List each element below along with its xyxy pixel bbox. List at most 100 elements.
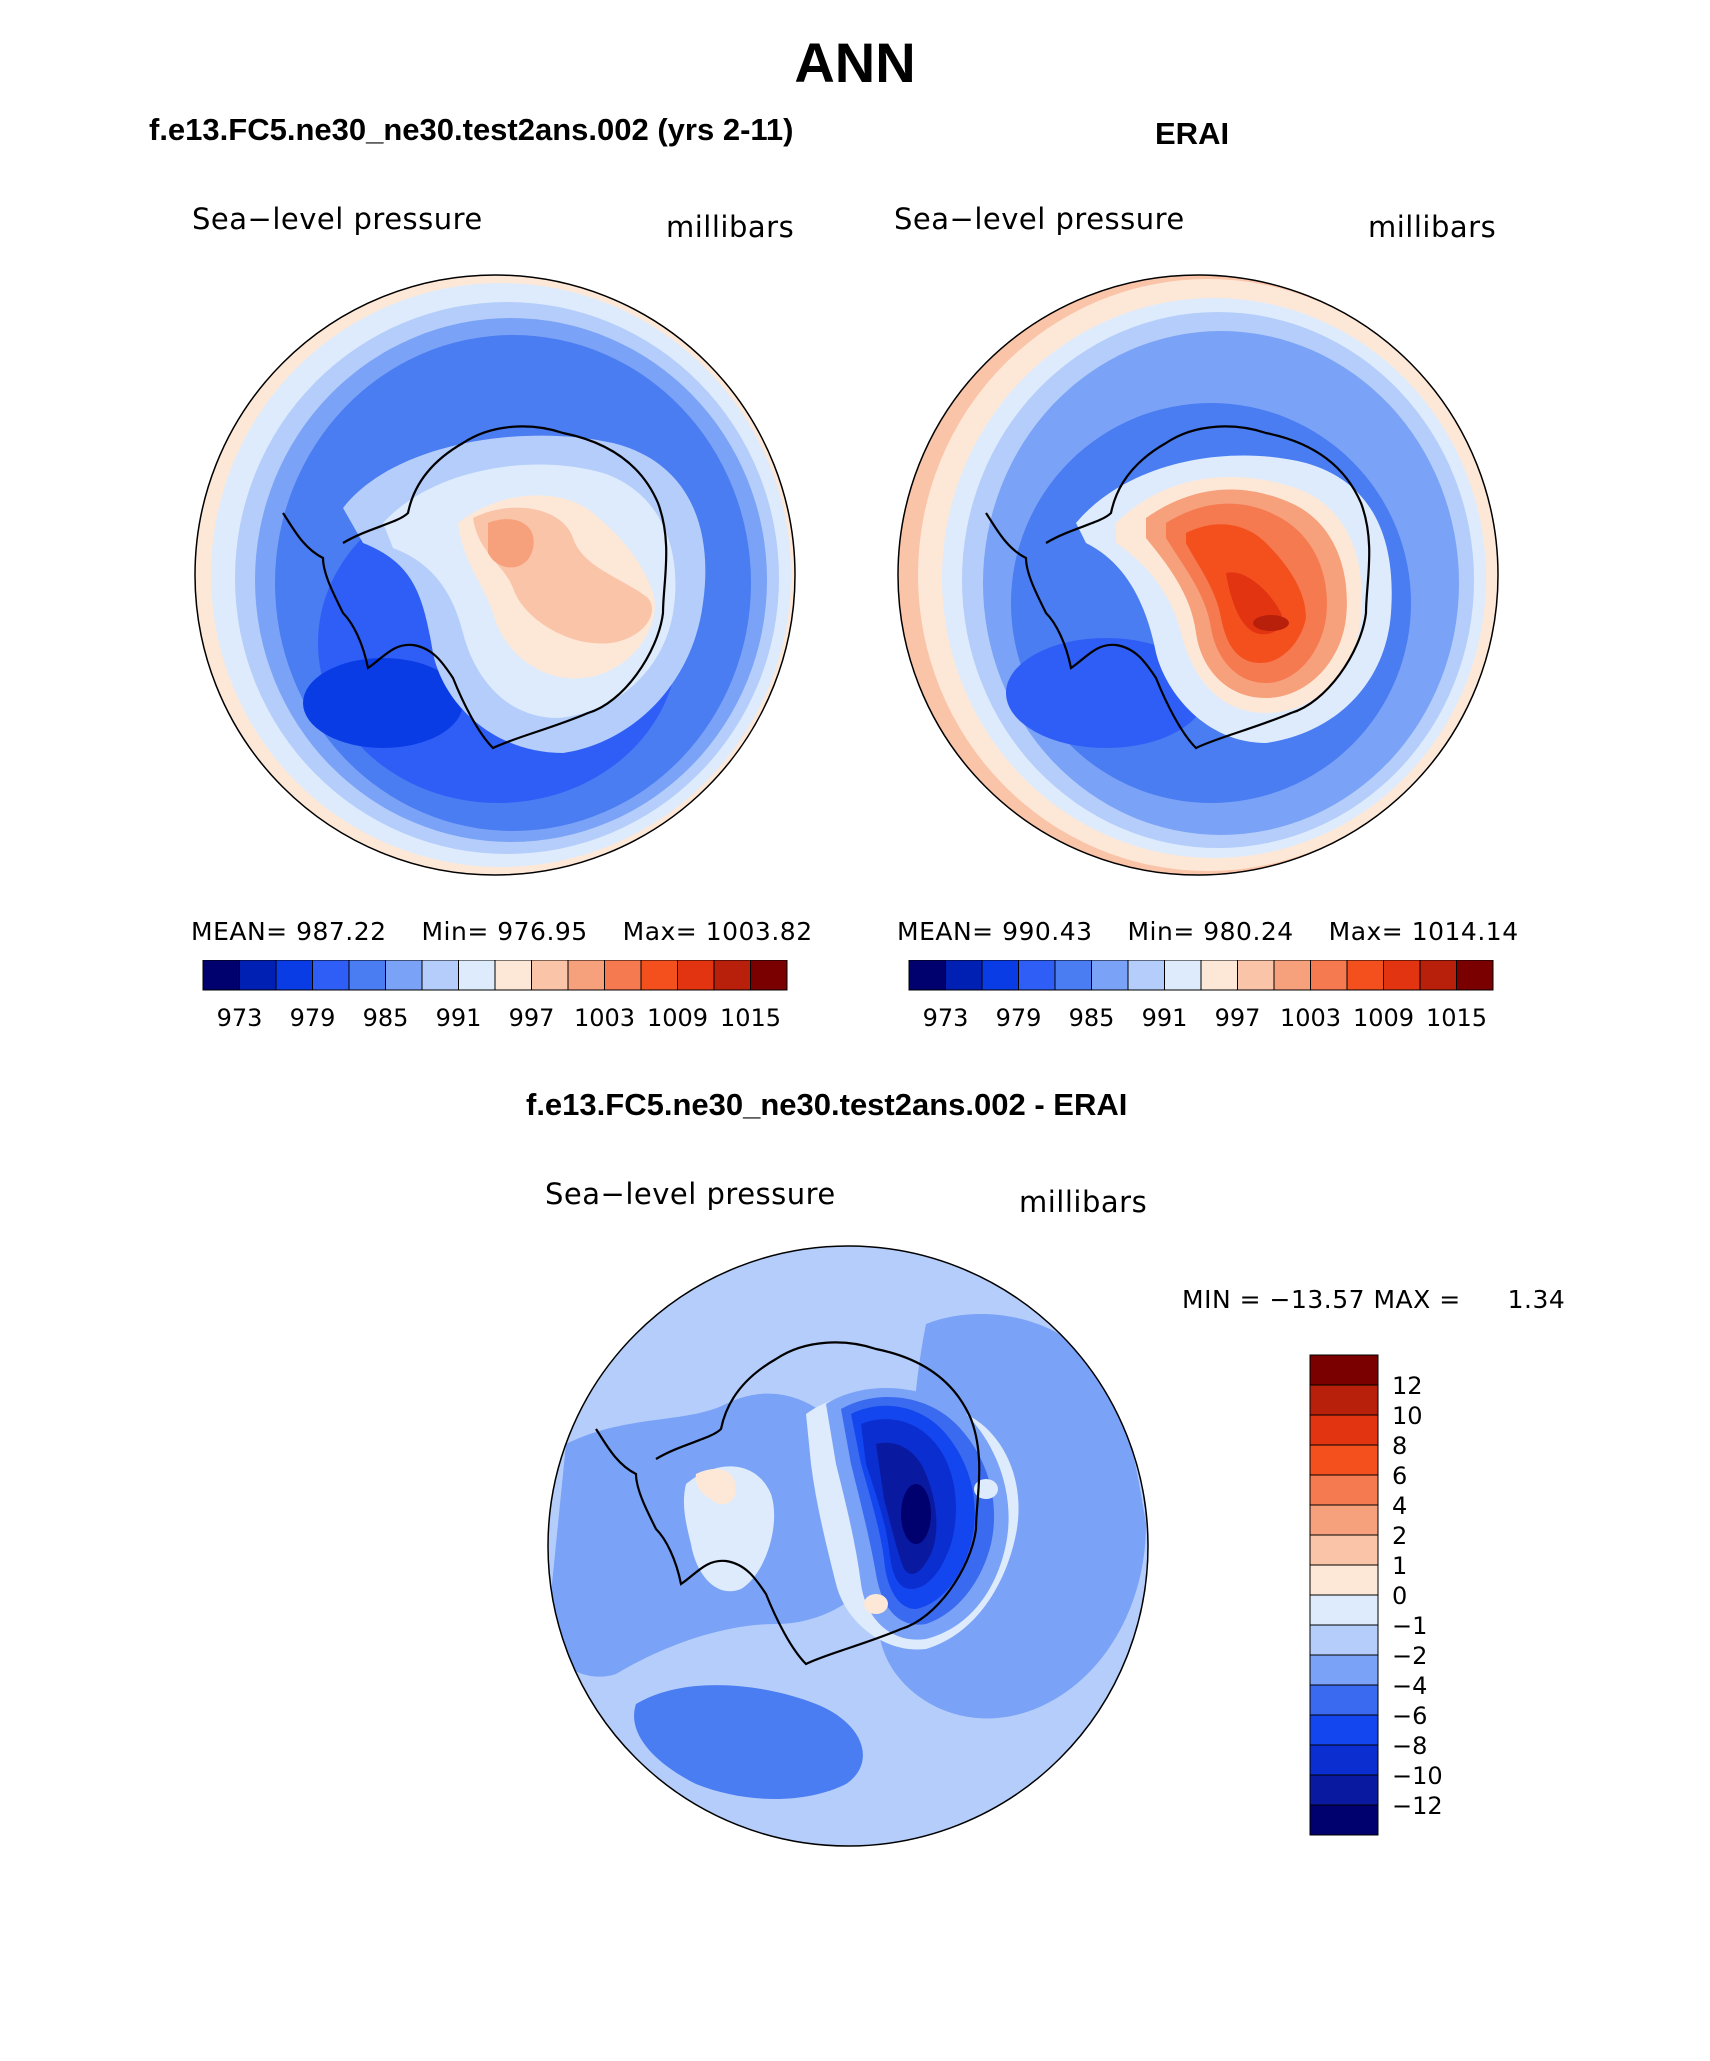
obs-mean-label: MEAN= [897,917,994,946]
diff-max-label: MAX = [1373,1285,1461,1314]
model-max-label: Max= [622,917,698,946]
obs-contour-982 [1006,638,1206,748]
obs-stats: MEAN= 990.43 Min= 980.24 Max= 1014.14 [897,917,1519,946]
obs-panel-title: ERAI [1155,116,1230,151]
obs-colorbar-tick: 979 [996,1004,1042,1032]
diff-colorbar-box [1309,1564,1379,1596]
diff-polar-map [547,1245,1149,1847]
model-colorbar-box [275,960,313,991]
diff-colorbar-tick: 12 [1392,1372,1423,1400]
model-min-label: Min= [421,917,489,946]
obs-colorbar-box [1091,960,1129,991]
diff-colorbar-box [1309,1804,1379,1836]
obs-colorbar-tick: 991 [1142,1004,1188,1032]
model-colorbar-tick: 1015 [720,1004,781,1032]
diff-min-value: −13.57 [1269,1285,1366,1314]
diff-colorbar-tick: 4 [1392,1492,1407,1520]
model-coastline [282,425,668,750]
obs-coastline [985,425,1371,750]
model-colorbar-box [458,960,496,991]
diff-colorbar-tick: −12 [1392,1792,1443,1820]
diff-stats: MIN = −13.57 MAX = 1.34 [1182,1285,1565,1314]
model-colorbar-box [421,960,459,991]
model-panel-title: f.e13.FC5.ne30_ne30.test2ans.002 (yrs 2-… [149,112,794,147]
diff-colorbar-tick: −4 [1392,1672,1427,1700]
diff-colorbar-box [1309,1474,1379,1506]
model-colorbar-box [604,960,642,991]
model-colorbar-tick: 1003 [574,1004,635,1032]
obs-colorbar-tick: 1003 [1280,1004,1341,1032]
obs-polar-map [897,274,1499,876]
model-colorbar-box [567,960,605,991]
diff-contour-plus1 [695,1469,736,1505]
diff-colorbar-box [1309,1714,1379,1746]
model-colorbar-box [202,960,240,991]
model-colorbar-tick: 1009 [647,1004,708,1032]
diff-colorbar-tick: 8 [1392,1432,1407,1460]
model-colorbar-box [677,960,715,991]
model-mean-value: 987.22 [296,917,387,946]
model-colorbar-box [713,960,751,991]
diff-colorbar-tick: 6 [1392,1462,1407,1490]
obs-colorbar-box [981,960,1019,991]
obs-colorbar-box [1164,960,1202,991]
diff-panel-title: f.e13.FC5.ne30_ne30.test2ans.002 - ERAI [526,1087,1128,1122]
diff-coastline [595,1341,981,1666]
model-stats: MEAN= 987.22 Min= 976.95 Max= 1003.82 [191,917,813,946]
obs-colorbar-tick: 973 [923,1004,969,1032]
diff-colorbar-tick: 0 [1392,1582,1407,1610]
model-min-value: 976.95 [497,917,588,946]
diff-contour-minus4 [634,1685,863,1799]
obs-mean-value: 990.43 [1002,917,1093,946]
obs-colorbar-tick: 1009 [1353,1004,1414,1032]
model-colorbar-tick: 985 [363,1004,409,1032]
obs-colorbar-box [1383,960,1421,991]
diff-colorbar-tick: 10 [1392,1402,1423,1430]
obs-colorbar-box [945,960,983,991]
model-contour-976 [303,658,463,748]
obs-colorbar-box [1200,960,1238,991]
model-colorbar-box [312,960,350,991]
model-colorbar-box [640,960,678,991]
model-colorbar-tick: 991 [436,1004,482,1032]
obs-colorbar-box [1054,960,1092,991]
diff-colorbar-box [1309,1444,1379,1476]
obs-colorbar-box [908,960,946,991]
obs-colorbar-box [1310,960,1348,991]
model-colorbar-box [385,960,423,991]
obs-max-label: Max= [1328,917,1404,946]
obs-max-value: 1014.14 [1411,917,1519,946]
obs-colorbar-box [1018,960,1056,991]
model-mean-label: MEAN= [191,917,288,946]
obs-units-label: millibars [1368,210,1497,244]
diff-colorbar-tick: −2 [1392,1642,1427,1670]
model-colorbar-box [494,960,532,991]
obs-min-label: Min= [1127,917,1195,946]
diff-units-label: millibars [1019,1185,1148,1219]
model-colorbar-box [531,960,569,991]
obs-colorbar-box [1237,960,1275,991]
obs-colorbar-box [1419,960,1457,991]
diff-minimum-core [901,1484,931,1544]
diff-colorbar-tick: −1 [1392,1612,1427,1640]
model-colorbar-tick: 997 [509,1004,555,1032]
diff-contour-0 [683,1466,775,1592]
obs-colorbar-box [1456,960,1494,991]
model-colorbar-box [348,960,386,991]
model-variable-label: Sea−level pressure [192,202,483,236]
diff-colorbar-box [1309,1504,1379,1536]
obs-colorbar-tick: 985 [1069,1004,1115,1032]
obs-colorbar: 973 979 985 991 997 1003 1009 1015 [908,960,1494,1032]
diff-colorbar-tick: −8 [1392,1732,1427,1760]
obs-colorbar-box [1346,960,1384,991]
model-colorbar-tick: 973 [217,1004,263,1032]
obs-colorbar-tick: 997 [1215,1004,1261,1032]
diff-colorbar-tick: 2 [1392,1522,1407,1550]
model-ice-sheet-peak [488,519,534,568]
diff-colorbar-tick: −6 [1392,1702,1427,1730]
diff-local-high-2 [864,1594,888,1614]
diff-colorbar-box [1309,1654,1379,1686]
diff-contour-minus2-a [548,1246,1148,1450]
page-title: ANN [794,31,916,94]
